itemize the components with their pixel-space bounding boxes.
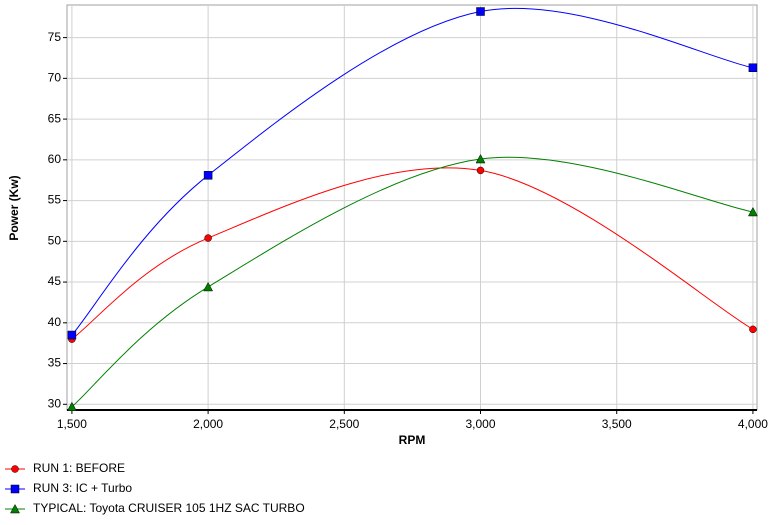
- y-tick-label: 45: [48, 274, 62, 288]
- legend-label: TYPICAL: Toyota CRUISER 105 1HZ SAC TURB…: [33, 501, 305, 515]
- y-tick-label: 70: [48, 71, 62, 85]
- marker: [203, 281, 214, 292]
- marker: [749, 325, 757, 334]
- y-tick-label: 40: [48, 315, 62, 329]
- series-line: [71, 167, 754, 340]
- y-tick-label: 30: [48, 396, 62, 410]
- marker: [11, 465, 19, 473]
- marker: [66, 401, 77, 411]
- y-tick-label: 65: [48, 111, 62, 125]
- marker: [476, 7, 485, 16]
- y-tick-label: 35: [48, 356, 62, 370]
- x-axis-label: RPM: [399, 433, 426, 447]
- legend-label: RUN 3: IC + Turbo: [33, 481, 132, 495]
- x-tick-label: 1,500: [57, 417, 87, 431]
- marker: [475, 153, 486, 164]
- x-tick-label: 3,500: [602, 417, 632, 431]
- marker: [67, 330, 77, 340]
- series-line: [71, 7, 754, 336]
- y-tick-label: 50: [48, 233, 62, 247]
- marker: [747, 206, 758, 217]
- marker: [204, 234, 212, 242]
- y-tick-label: 75: [48, 30, 62, 44]
- y-tick-label: 60: [48, 152, 62, 166]
- y-tick-label: 55: [48, 193, 62, 207]
- y-axis-label: Power (Kw): [7, 175, 21, 240]
- plot-area: [66, 4, 758, 411]
- x-tick-label: 4,000: [738, 417, 768, 431]
- marker: [203, 171, 213, 180]
- marker: [748, 63, 758, 72]
- legend-label: RUN 1: BEFORE: [33, 461, 125, 475]
- x-tick-label: 3,000: [465, 417, 495, 431]
- marker: [476, 166, 485, 175]
- series-line: [71, 156, 754, 408]
- x-tick-label: 2,500: [329, 417, 359, 431]
- x-tick-label: 2,000: [193, 417, 223, 431]
- marker: [10, 503, 20, 514]
- marker: [10, 484, 20, 494]
